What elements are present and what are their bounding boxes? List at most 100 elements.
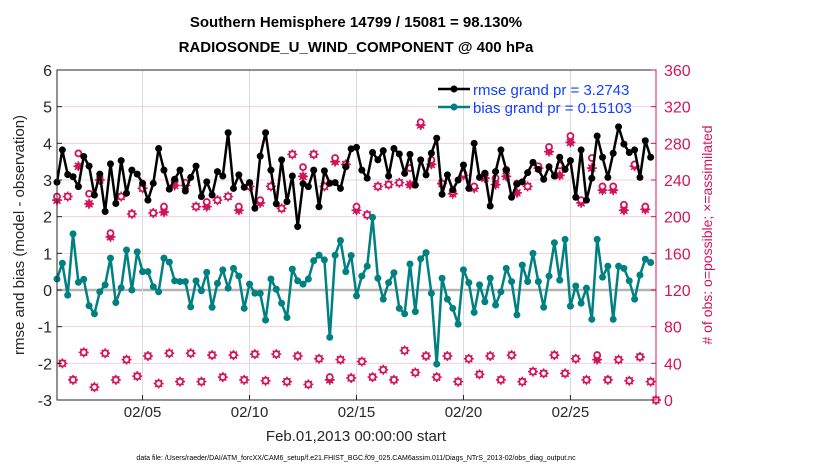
rmse-point [224, 129, 232, 137]
rmse-point [64, 171, 72, 178]
rmse-point [374, 156, 382, 164]
obs-possible-point [106, 229, 115, 238]
rmse-point [197, 193, 205, 200]
rmse-point [550, 172, 558, 180]
rmse-point [294, 223, 302, 231]
rmse-point [427, 149, 435, 157]
rmse-point [267, 166, 275, 174]
rmse-point [615, 123, 623, 131]
obs-assimilated-point [554, 170, 565, 181]
obs-possible-point [192, 202, 200, 211]
bias-point [181, 278, 189, 286]
obs-possible-point [224, 192, 233, 201]
obs-assimilated-star [158, 207, 169, 218]
bias-point [320, 256, 328, 264]
obs-possible-point [272, 350, 281, 359]
obs-possible-point [208, 351, 216, 359]
obs-possible-point [111, 375, 120, 384]
bias-point [566, 302, 574, 310]
rmse-point [513, 180, 521, 188]
bias-point [58, 259, 66, 267]
bias-point [128, 286, 136, 294]
bias-point [144, 268, 152, 276]
obs-assimilated-star [404, 179, 415, 190]
rmse-point [213, 168, 221, 176]
obs-assimilated-point [404, 179, 415, 190]
rmse-point [508, 193, 516, 201]
y-tick-label: -3 [38, 393, 52, 410]
obs-assimilated-star [169, 180, 180, 191]
obs-assimilated-star [73, 161, 84, 172]
rmse-point [272, 200, 280, 208]
rmse-point [518, 178, 526, 186]
rmse-point [369, 149, 377, 156]
rmse-point [449, 186, 457, 194]
obs-possible-point [550, 351, 559, 359]
y-axis-label: rmse and bias (model - observation) [11, 115, 28, 355]
bias-point [171, 277, 179, 285]
obs-assimilated-star [511, 187, 522, 198]
y-right-tick-label: 240 [664, 173, 691, 190]
rmse-point [502, 166, 510, 174]
obs-possible-point [357, 357, 366, 366]
bias-point [395, 304, 403, 312]
bias-point [69, 230, 77, 238]
obs-assimilated-star [298, 171, 309, 182]
bias-point [561, 235, 569, 243]
obs-possible-point [507, 351, 516, 359]
bias-point [470, 308, 478, 316]
rmse-point [422, 171, 430, 179]
rmse-point [203, 178, 211, 186]
data-file-footer: data file: /Users/raeder/DAI/ATM_forcXX/… [136, 455, 576, 462]
rmse-point [80, 153, 88, 161]
bias-point [363, 262, 371, 270]
bias-point [64, 291, 72, 299]
obs-possible-point [497, 375, 505, 384]
obs-possible-point [240, 375, 249, 384]
obs-possible-point [90, 383, 99, 392]
bias-point [390, 269, 398, 277]
obs-possible-point [400, 346, 409, 355]
rmse-point [641, 137, 649, 145]
rmse-point [636, 173, 644, 181]
rmse-point [187, 173, 195, 181]
rmse-point [58, 146, 66, 154]
bias-point [615, 262, 623, 270]
rmse-point [149, 179, 157, 187]
obs-possible-point [432, 373, 441, 381]
bias-line [55, 216, 652, 366]
bias-point [374, 274, 382, 282]
bias-point [336, 237, 344, 244]
rmse-point [454, 176, 462, 184]
obs-possible-point [122, 355, 131, 364]
bias-point [454, 320, 462, 328]
obs-possible-point [411, 368, 420, 377]
bias-point [465, 279, 473, 287]
obs-possible-point [529, 367, 537, 376]
obs-assimilated-star [544, 146, 555, 157]
bias-point [433, 360, 441, 368]
bias-point [572, 282, 580, 290]
obs-possible-point [331, 154, 340, 162]
obs-possible-point [561, 369, 569, 378]
grid [57, 69, 656, 401]
bias-point [176, 278, 184, 286]
rmse-point [85, 162, 93, 170]
chart-subtitle: RADIOSONDE_U_WIND_COMPONENT @ 400 hPa [179, 39, 534, 56]
legend-bias-marker [450, 103, 458, 111]
rmse-point [390, 144, 398, 152]
y-tick-label: 4 [43, 136, 52, 153]
bias-point [631, 295, 639, 303]
rmse-point [363, 174, 371, 182]
bias-point [235, 272, 243, 280]
bias-point [342, 268, 350, 276]
rmse-point [176, 166, 184, 174]
obs-assimilated-point [618, 205, 629, 216]
rmse-point [342, 163, 350, 171]
rmse-point [593, 132, 601, 140]
rmse-point [556, 153, 564, 161]
rmse-point [631, 146, 639, 154]
y-right-tick-label: 360 [664, 63, 691, 80]
bias-point [497, 288, 505, 296]
